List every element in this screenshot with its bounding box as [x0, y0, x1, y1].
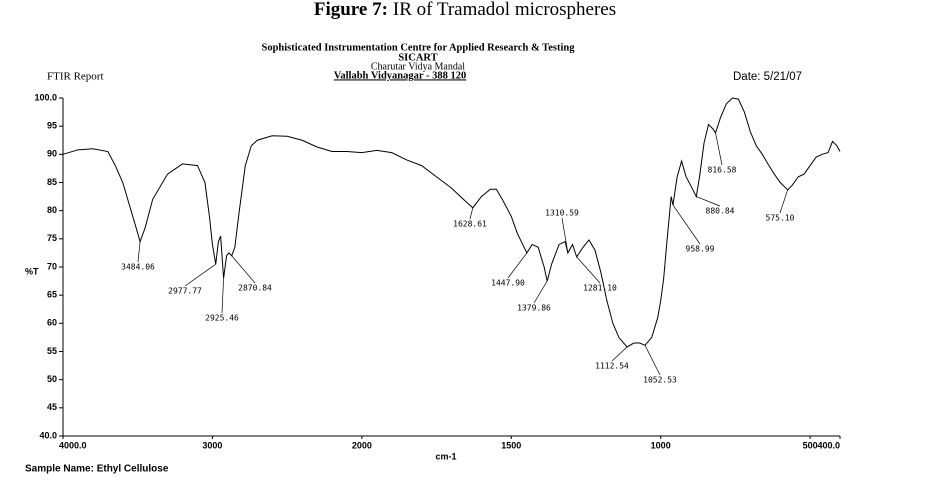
y-tick-label: 55: [47, 346, 57, 356]
annotation-label: 575.10: [766, 214, 795, 223]
annotation-leader: [533, 280, 548, 304]
annotation-label: 1052.53: [643, 376, 677, 385]
y-tick-label: 90: [47, 149, 57, 159]
annotation-label: 2870.84: [238, 284, 272, 293]
y-tick-label: 45: [47, 402, 57, 412]
annotation-label: 958.99: [686, 245, 715, 254]
x-tick-label: 4000.0: [59, 440, 87, 450]
annotation-leader: [696, 196, 721, 207]
annotation-leader: [715, 132, 723, 166]
annotation-label: 1628.61: [453, 220, 487, 229]
annotation-label: 1379.86: [517, 304, 551, 313]
y-tick-label: 100.0: [34, 92, 57, 102]
x-axis-label: cm-1: [435, 451, 456, 461]
annotation-label: 1281.10: [583, 284, 617, 293]
x-tick-label: 1500: [501, 440, 521, 450]
annotation-leader: [561, 217, 569, 253]
x-tick-label: 1000: [651, 440, 671, 450]
annotation-leader: [231, 255, 256, 284]
x-tick-label: 400.0: [817, 440, 840, 450]
figure-caption: Figure 7: IR of Tramadol microspheres: [314, 0, 616, 20]
y-tick-label: 95: [47, 121, 57, 131]
y-tick-label: 60: [47, 318, 57, 328]
y-tick-label: 50: [47, 374, 57, 384]
annotation-label: 3484.06: [121, 263, 155, 272]
report-label: FTIR Report: [47, 71, 104, 83]
header-line: Charutar Vidya Mandal: [371, 61, 465, 72]
date: Date: 5/21/07: [733, 71, 802, 83]
header-line: Sophisticated Instrumentation Centre for…: [262, 42, 576, 53]
annotation-leader: [576, 256, 601, 284]
annotation-label: 1447.90: [491, 279, 525, 288]
annotation-leader: [137, 241, 141, 263]
annotation-label: 1112.54: [595, 362, 629, 371]
annotation-leader: [779, 189, 789, 214]
annotation-leader: [644, 345, 661, 376]
figure-label: Figure 7:: [314, 0, 388, 20]
annotation-label: 2925.46: [205, 314, 239, 323]
y-tick-label: 85: [47, 177, 57, 187]
annotation-leader: [672, 204, 701, 245]
annotation-leader: [184, 263, 216, 287]
sample-name: Sample Name: Ethyl Cellulose: [25, 464, 169, 475]
x-tick-label: 3000: [202, 440, 222, 450]
annotation-leader: [611, 346, 628, 362]
chart-title: IR of Tramadol microspheres: [393, 0, 616, 20]
annotation-leader: [507, 252, 528, 279]
y-axis-label: %T: [25, 266, 39, 276]
spectrum-line: [62, 97, 841, 348]
y-tick-label: 75: [47, 233, 57, 243]
y-tick-label: 70: [47, 261, 57, 271]
x-tick-label: 500: [803, 440, 818, 450]
annotation-leader: [469, 207, 474, 220]
annotation-label: 1310.59: [545, 209, 579, 218]
annotation-label: 816.58: [708, 166, 737, 175]
header-line: Vallabh Vidyanagar - 388 120: [334, 70, 466, 81]
y-tick-label: 65: [47, 290, 57, 300]
annotation-leader: [221, 278, 224, 314]
header-line: SICART: [398, 52, 437, 63]
x-tick-label: 2000: [352, 440, 372, 450]
y-tick-label: 40.0: [39, 430, 57, 440]
annotation-label: 880.84: [706, 207, 735, 216]
annotation-label: 2977.77: [168, 287, 202, 296]
y-tick-label: 80: [47, 205, 57, 215]
